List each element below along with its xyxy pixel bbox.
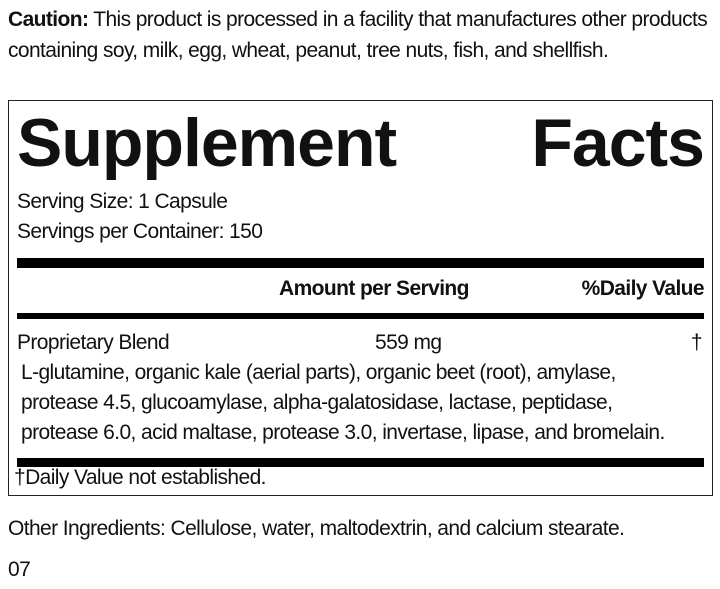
supplement-facts-panel: Supplement Facts Serving Size: 1 Capsule…	[8, 100, 713, 496]
serving-size: Serving Size: 1 Capsule	[17, 190, 228, 213]
blend-amount: 559 mg	[375, 331, 442, 354]
servings-per-container: Servings per Container: 150	[17, 220, 263, 243]
title-word-facts: Facts	[531, 105, 705, 181]
divider-medium	[17, 313, 704, 319]
caution-statement: Caution: This product is processed in a …	[8, 4, 713, 66]
blend-dv: †	[690, 331, 703, 354]
caution-label: Caution:	[8, 8, 89, 31]
panel-title: Supplement Facts	[17, 103, 705, 183]
divider-thick	[17, 258, 704, 268]
header-daily-value: %Daily Value	[581, 277, 705, 300]
ingredients-line: protease 6.0, acid maltase, protease 3.0…	[21, 421, 665, 444]
ingredients-line: protease 4.5, glucoamylase, alpha-galato…	[21, 391, 613, 414]
caution-text: This product is processed in a facility …	[8, 8, 708, 62]
product-code: 07	[8, 558, 31, 581]
ingredients-line: L-glutamine, organic kale (aerial parts)…	[21, 361, 616, 384]
title-word-supplement: Supplement	[17, 105, 397, 181]
header-amount: Amount per Serving	[279, 277, 469, 300]
divider-thick	[17, 458, 704, 467]
other-ingredients: Other Ingredients: Cellulose, water, mal…	[8, 517, 625, 540]
footnote: †Daily Value not established.	[14, 466, 266, 489]
blend-name: Proprietary Blend	[17, 331, 170, 354]
